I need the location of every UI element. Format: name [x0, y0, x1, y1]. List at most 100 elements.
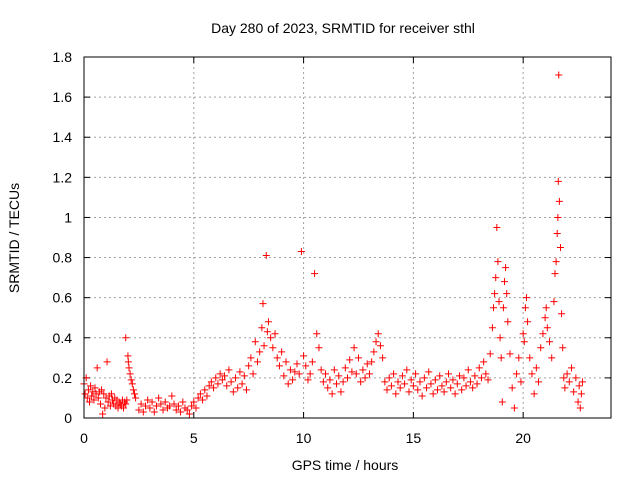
- data-point: [258, 324, 266, 332]
- data-point: [530, 390, 538, 398]
- data-point: [440, 388, 448, 396]
- data-point: [249, 370, 257, 378]
- data-point: [83, 394, 91, 402]
- data-point: [354, 354, 362, 362]
- data-point: [515, 354, 523, 362]
- y-tick-label: 1.8: [53, 49, 73, 65]
- data-point: [504, 318, 512, 326]
- data-point: [124, 358, 132, 366]
- data-point: [357, 378, 365, 386]
- data-point: [123, 396, 131, 404]
- data-point: [339, 378, 347, 386]
- data-point: [221, 372, 229, 380]
- x-tick-label: 15: [406, 430, 422, 446]
- data-point: [554, 213, 562, 221]
- data-point: [286, 366, 294, 374]
- data-point: [370, 348, 378, 356]
- data-point: [526, 354, 534, 362]
- data-point: [308, 358, 316, 366]
- data-point: [420, 374, 428, 382]
- data-point: [251, 338, 259, 346]
- data-point: [561, 384, 569, 392]
- data-point: [482, 370, 490, 378]
- data-point: [517, 378, 525, 386]
- y-tick-label: 0.8: [53, 250, 73, 266]
- data-point: [93, 364, 101, 372]
- data-point: [401, 380, 409, 388]
- data-point: [194, 394, 202, 402]
- data-point: [519, 330, 527, 338]
- data-point: [236, 368, 244, 376]
- data-point: [453, 380, 461, 388]
- data-point: [196, 390, 204, 398]
- data-point: [88, 392, 96, 400]
- data-point: [159, 406, 167, 414]
- data-point: [493, 223, 501, 231]
- data-point: [555, 71, 563, 79]
- data-point: [577, 390, 585, 398]
- data-point: [232, 374, 240, 382]
- data-point: [120, 404, 128, 412]
- data-point: [203, 392, 211, 400]
- data-point: [494, 258, 502, 266]
- data-point: [225, 366, 233, 374]
- data-point: [560, 374, 568, 382]
- data-point: [100, 390, 108, 398]
- data-point: [490, 304, 498, 312]
- data-point: [409, 382, 417, 390]
- data-point: [295, 370, 303, 378]
- data-point: [570, 388, 578, 396]
- data-point: [425, 368, 433, 376]
- y-tick-label: 1.2: [53, 169, 73, 185]
- data-point: [132, 394, 140, 402]
- x-tick-label: 20: [515, 430, 531, 446]
- data-point: [496, 334, 504, 342]
- data-point: [552, 258, 560, 266]
- data-point: [152, 402, 160, 410]
- data-point: [122, 334, 130, 342]
- data-point: [155, 394, 163, 402]
- data-point: [458, 386, 466, 394]
- data-point: [131, 390, 139, 398]
- data-point: [556, 244, 564, 252]
- data-point: [229, 388, 237, 396]
- data-point: [313, 330, 321, 338]
- data-point: [326, 376, 334, 384]
- data-point: [491, 290, 499, 298]
- data-point: [253, 358, 261, 366]
- data-point: [398, 372, 406, 380]
- data-point: [460, 374, 468, 382]
- data-point: [99, 410, 107, 418]
- data-point: [390, 370, 398, 378]
- data-point: [107, 390, 115, 398]
- data-point: [477, 374, 485, 382]
- data-point: [273, 354, 281, 362]
- data-point: [179, 398, 187, 406]
- x-tick-label: 0: [80, 430, 88, 446]
- data-point: [495, 298, 503, 306]
- data-point: [161, 398, 169, 406]
- data-point: [84, 386, 92, 394]
- data-points: [80, 71, 586, 418]
- data-point: [502, 264, 510, 272]
- data-point: [416, 378, 424, 386]
- data-point: [216, 370, 224, 378]
- data-point: [558, 310, 566, 318]
- data-point: [137, 400, 145, 408]
- data-point: [576, 404, 584, 412]
- data-point: [438, 382, 446, 390]
- data-point: [553, 229, 561, 237]
- data-point: [125, 364, 133, 372]
- data-point: [541, 314, 549, 322]
- data-point: [98, 386, 106, 394]
- data-point: [445, 370, 453, 378]
- data-point: [484, 376, 492, 384]
- data-point: [207, 378, 215, 386]
- y-tick-label: 0: [64, 410, 72, 426]
- data-point: [383, 386, 391, 394]
- data-point: [150, 408, 158, 416]
- data-point: [271, 330, 279, 338]
- data-point: [551, 270, 559, 278]
- data-point: [376, 342, 384, 350]
